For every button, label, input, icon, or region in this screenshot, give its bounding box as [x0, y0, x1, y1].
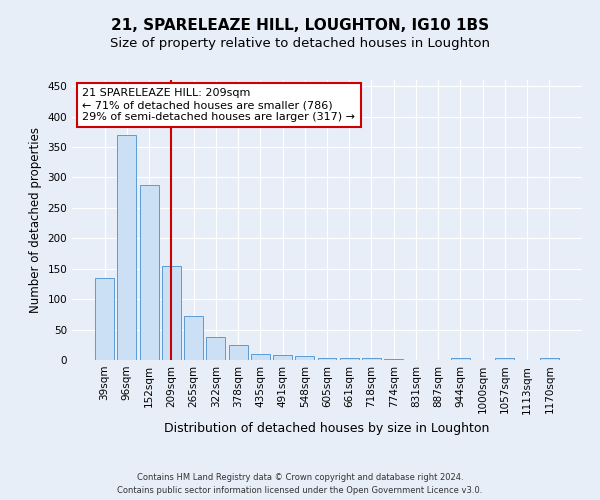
Bar [340, 358, 359, 360]
Text: Contains HM Land Registry data © Crown copyright and database right 2024.
Contai: Contains HM Land Registry data © Crown c… [118, 474, 482, 495]
X-axis label: Distribution of detached houses by size in Loughton: Distribution of detached houses by size … [164, 422, 490, 435]
Bar [162, 266, 181, 360]
Bar [295, 356, 314, 360]
Bar [184, 316, 203, 360]
Bar [540, 358, 559, 360]
Bar [273, 355, 292, 360]
Text: 21 SPARELEAZE HILL: 209sqm
← 71% of detached houses are smaller (786)
29% of sem: 21 SPARELEAZE HILL: 209sqm ← 71% of deta… [82, 88, 355, 122]
Y-axis label: Number of detached properties: Number of detached properties [29, 127, 42, 313]
Text: Size of property relative to detached houses in Loughton: Size of property relative to detached ho… [110, 38, 490, 51]
Bar [362, 358, 381, 360]
Bar [251, 354, 270, 360]
Bar [317, 358, 337, 360]
Bar [229, 345, 248, 360]
Bar [140, 184, 158, 360]
Bar [496, 358, 514, 360]
Bar [384, 359, 403, 360]
Bar [451, 358, 470, 360]
Bar [118, 135, 136, 360]
Bar [95, 278, 114, 360]
Text: 21, SPARELEAZE HILL, LOUGHTON, IG10 1BS: 21, SPARELEAZE HILL, LOUGHTON, IG10 1BS [111, 18, 489, 32]
Bar [206, 338, 225, 360]
